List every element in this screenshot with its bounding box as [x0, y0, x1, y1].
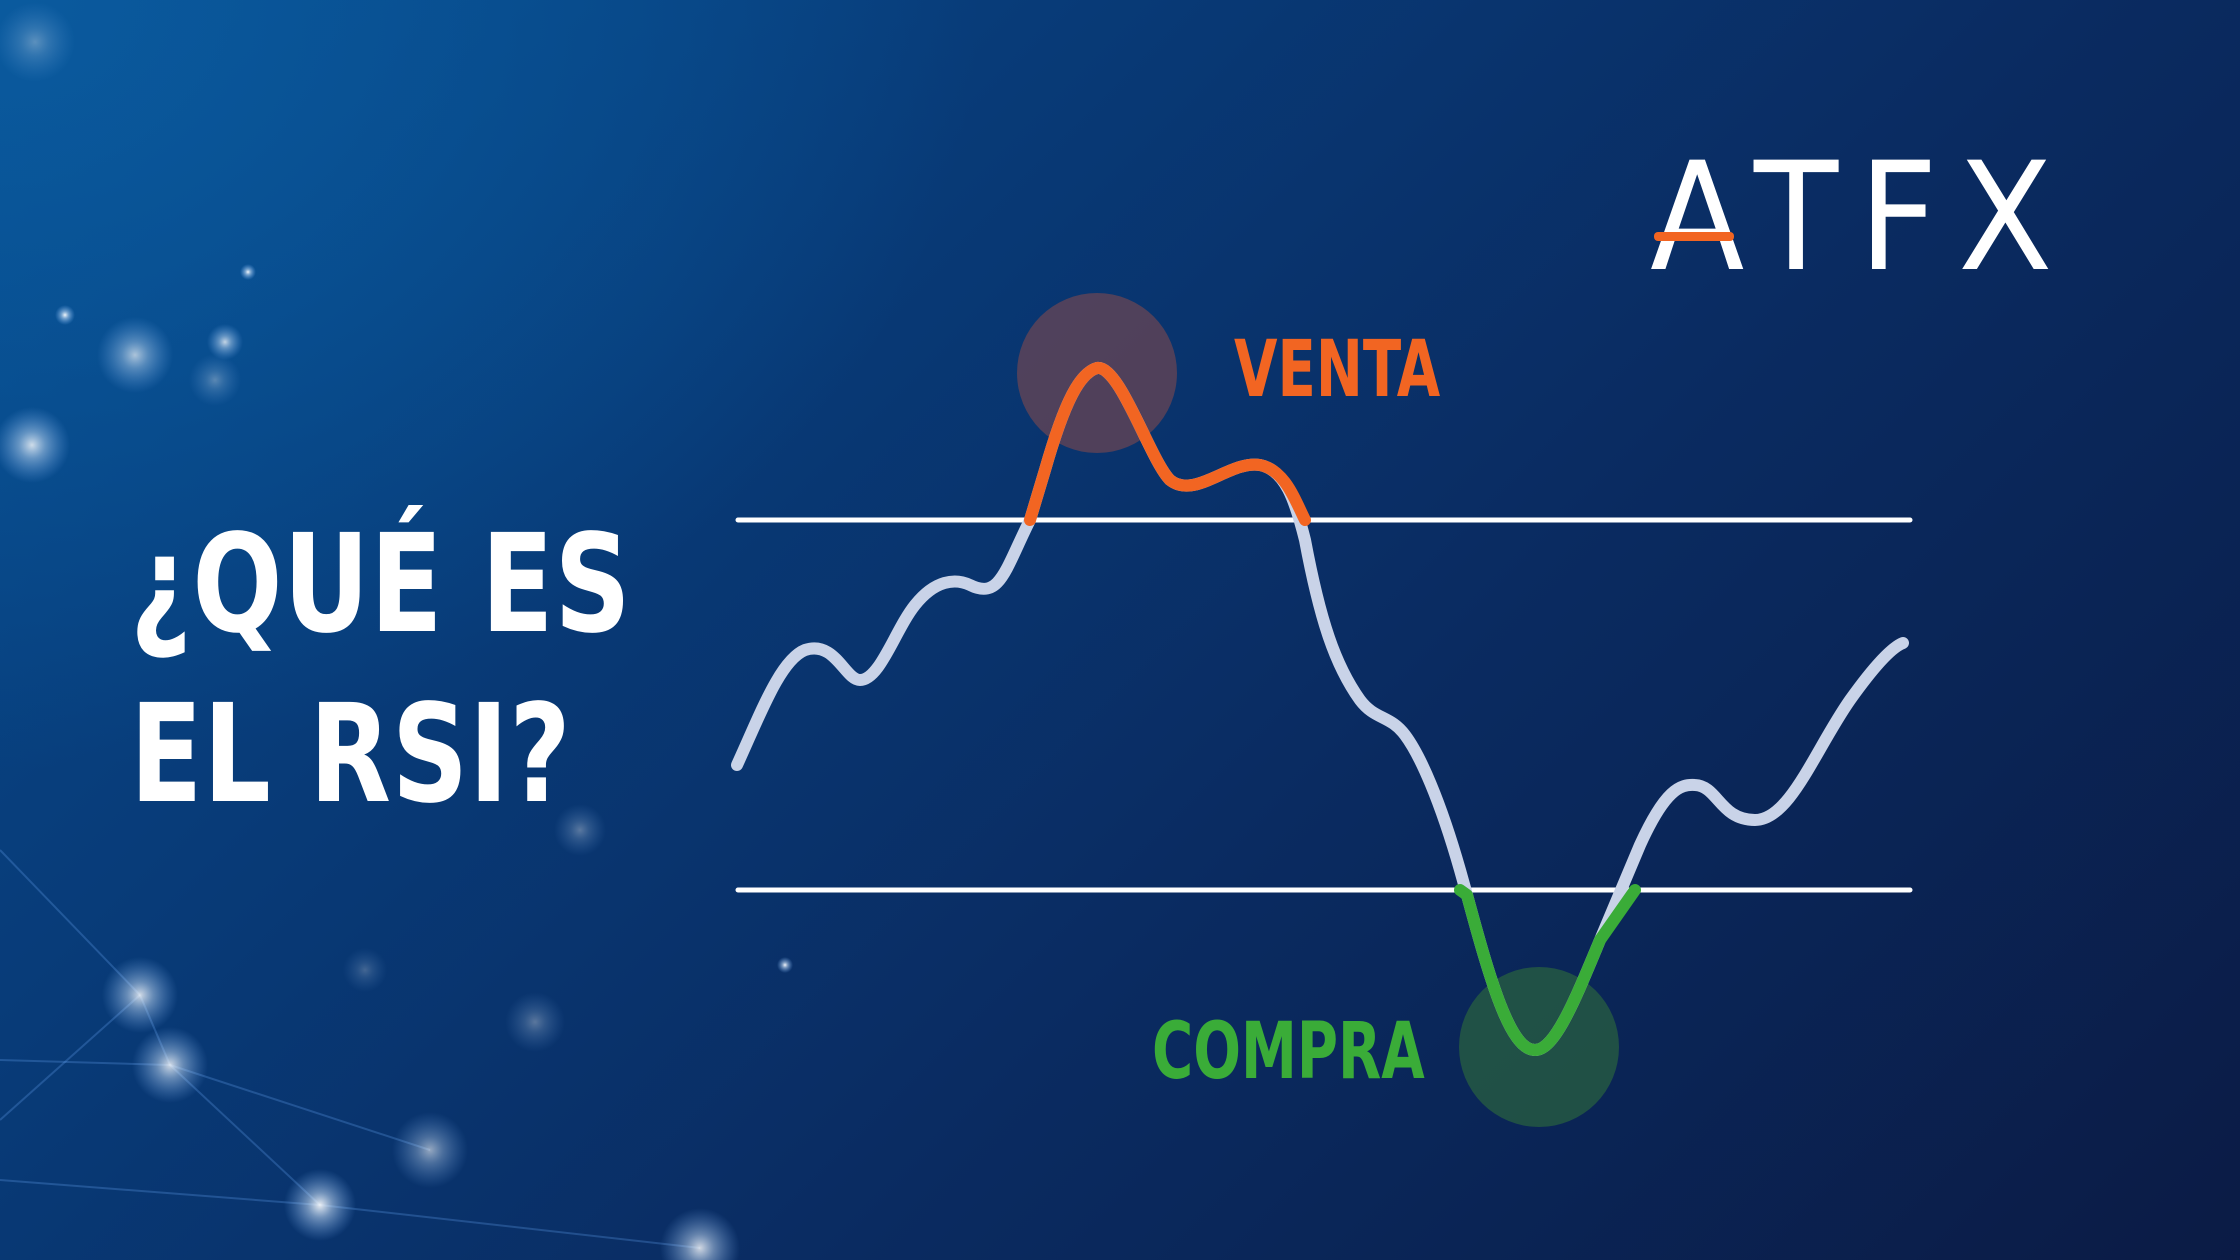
- buy-signal-label: COMPRA: [1152, 1007, 1425, 1097]
- brand-logo-text: ATFX: [1650, 131, 2073, 305]
- headline: ¿QUÉ ES EL RSI?: [130, 500, 632, 840]
- rsi-buy-segment: [1454, 884, 1641, 1056]
- rsi-line: [731, 362, 1909, 1056]
- headline-line-2: EL RSI?: [130, 676, 572, 834]
- headline-line-1: ¿QUÉ ES: [130, 506, 632, 664]
- brand-logo: ATFX: [1650, 143, 2053, 293]
- rsi-sell-segment: [1024, 362, 1311, 526]
- sell-signal-label: VENTA: [1234, 325, 1441, 415]
- brand-accent-bar: [1654, 232, 1734, 241]
